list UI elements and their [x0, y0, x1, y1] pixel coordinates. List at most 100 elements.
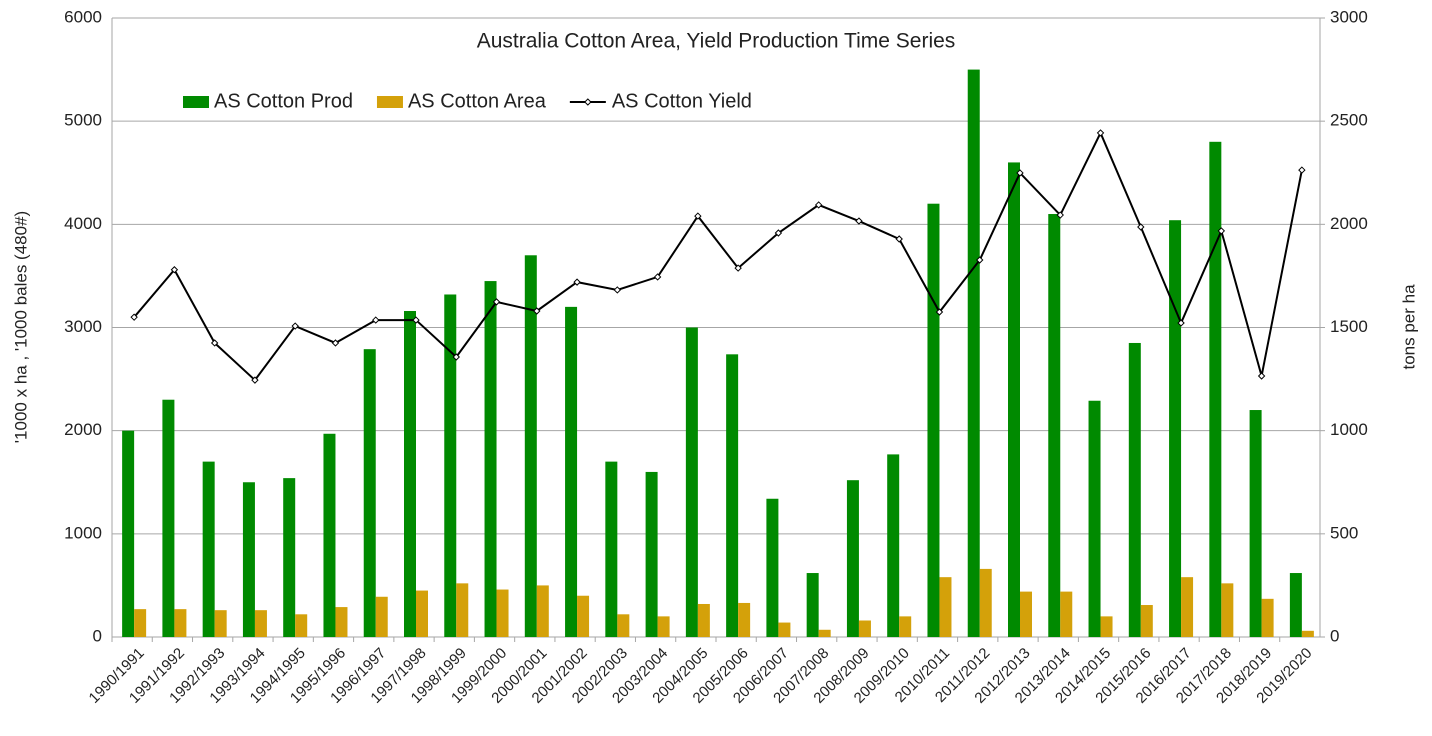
bar — [283, 478, 296, 637]
marker — [694, 212, 702, 220]
marker — [251, 376, 259, 384]
bar — [363, 349, 376, 637]
bar — [1140, 605, 1153, 637]
y-tick-label: 2000 — [64, 420, 102, 439]
y-tick-label: 0 — [93, 626, 102, 645]
marker — [1257, 372, 1266, 380]
bar — [416, 590, 428, 637]
y2-axis-label: tons per ha — [1399, 284, 1418, 370]
bar — [1261, 598, 1274, 637]
bar — [778, 622, 791, 637]
bar — [1249, 410, 1262, 637]
y-tick-label: 3000 — [64, 317, 102, 336]
bar — [1020, 591, 1032, 637]
legend-label: AS Cotton Yield — [612, 90, 752, 112]
line — [133, 130, 1303, 382]
bar — [1100, 616, 1113, 637]
y2-tick-label: 2500 — [1330, 111, 1368, 130]
bar — [605, 461, 618, 637]
marker — [774, 229, 783, 237]
bar — [1209, 141, 1222, 638]
bar — [1181, 577, 1194, 637]
bar — [577, 595, 590, 637]
y2-tick-label: 0 — [1330, 626, 1339, 645]
marker — [1096, 129, 1105, 137]
bar — [979, 568, 992, 637]
bar — [697, 603, 710, 637]
marker — [331, 339, 340, 347]
y2-tick-label: 1000 — [1330, 420, 1368, 439]
bar — [565, 306, 578, 637]
bar — [645, 471, 658, 637]
y2-tick-label: 500 — [1330, 523, 1358, 542]
marker — [492, 298, 501, 306]
bar — [1289, 573, 1302, 637]
y2-tick-label: 1500 — [1330, 317, 1368, 336]
marker — [210, 339, 219, 347]
bar — [1169, 220, 1182, 637]
bar — [335, 607, 348, 637]
bar — [726, 354, 739, 637]
bar — [404, 310, 416, 637]
bar — [1048, 214, 1061, 637]
y-tick-label: 1000 — [64, 523, 102, 542]
bar — [484, 281, 497, 637]
marker — [1217, 227, 1226, 235]
marker — [291, 322, 299, 330]
bar — [858, 620, 871, 637]
bar — [738, 602, 751, 637]
bar — [927, 203, 940, 637]
marker — [653, 273, 662, 281]
marker — [1056, 211, 1064, 219]
y2-tick-label: 2000 — [1330, 214, 1368, 233]
bar — [1301, 630, 1314, 637]
y2-tick-label: 3000 — [1330, 7, 1368, 26]
legend-marker — [584, 98, 592, 106]
marker — [734, 264, 742, 272]
legend-swatch — [376, 96, 403, 108]
bar — [806, 573, 819, 637]
marker — [533, 307, 541, 315]
chart-title: Australia Cotton Area, Yield Production … — [477, 30, 956, 53]
marker — [976, 256, 984, 264]
marker — [855, 217, 863, 225]
marker — [452, 353, 460, 361]
bar — [766, 498, 779, 637]
bar — [295, 614, 308, 637]
marker — [814, 201, 823, 209]
marker — [1177, 319, 1185, 327]
marker — [372, 316, 380, 324]
bar — [685, 327, 698, 637]
marker — [573, 278, 581, 286]
bar — [846, 480, 859, 637]
bar — [1060, 591, 1073, 637]
bar — [254, 610, 267, 637]
marker — [1016, 169, 1024, 177]
marker — [130, 313, 138, 321]
bar — [536, 585, 549, 637]
bar — [122, 430, 135, 637]
y-tick-label: 5000 — [64, 111, 102, 130]
bar — [174, 609, 187, 637]
bar — [214, 610, 227, 637]
bar — [657, 616, 670, 637]
y-axis-label: '1000 x ha , '1000 bales (480#) — [11, 211, 30, 443]
bar — [1221, 583, 1234, 637]
bar — [1128, 342, 1141, 637]
bar — [496, 589, 509, 637]
bar — [524, 255, 537, 638]
bar — [967, 69, 980, 638]
bar — [162, 399, 175, 637]
bar — [939, 577, 952, 637]
bar — [242, 482, 255, 637]
marker — [1298, 166, 1306, 174]
y-tick-label: 6000 — [64, 7, 102, 26]
legend-swatch — [183, 96, 209, 108]
marker — [895, 235, 903, 243]
marker — [1137, 223, 1145, 231]
bar — [887, 454, 900, 637]
bar — [375, 596, 388, 637]
legend-label: AS Cotton Prod — [214, 90, 353, 112]
bar — [323, 433, 336, 637]
